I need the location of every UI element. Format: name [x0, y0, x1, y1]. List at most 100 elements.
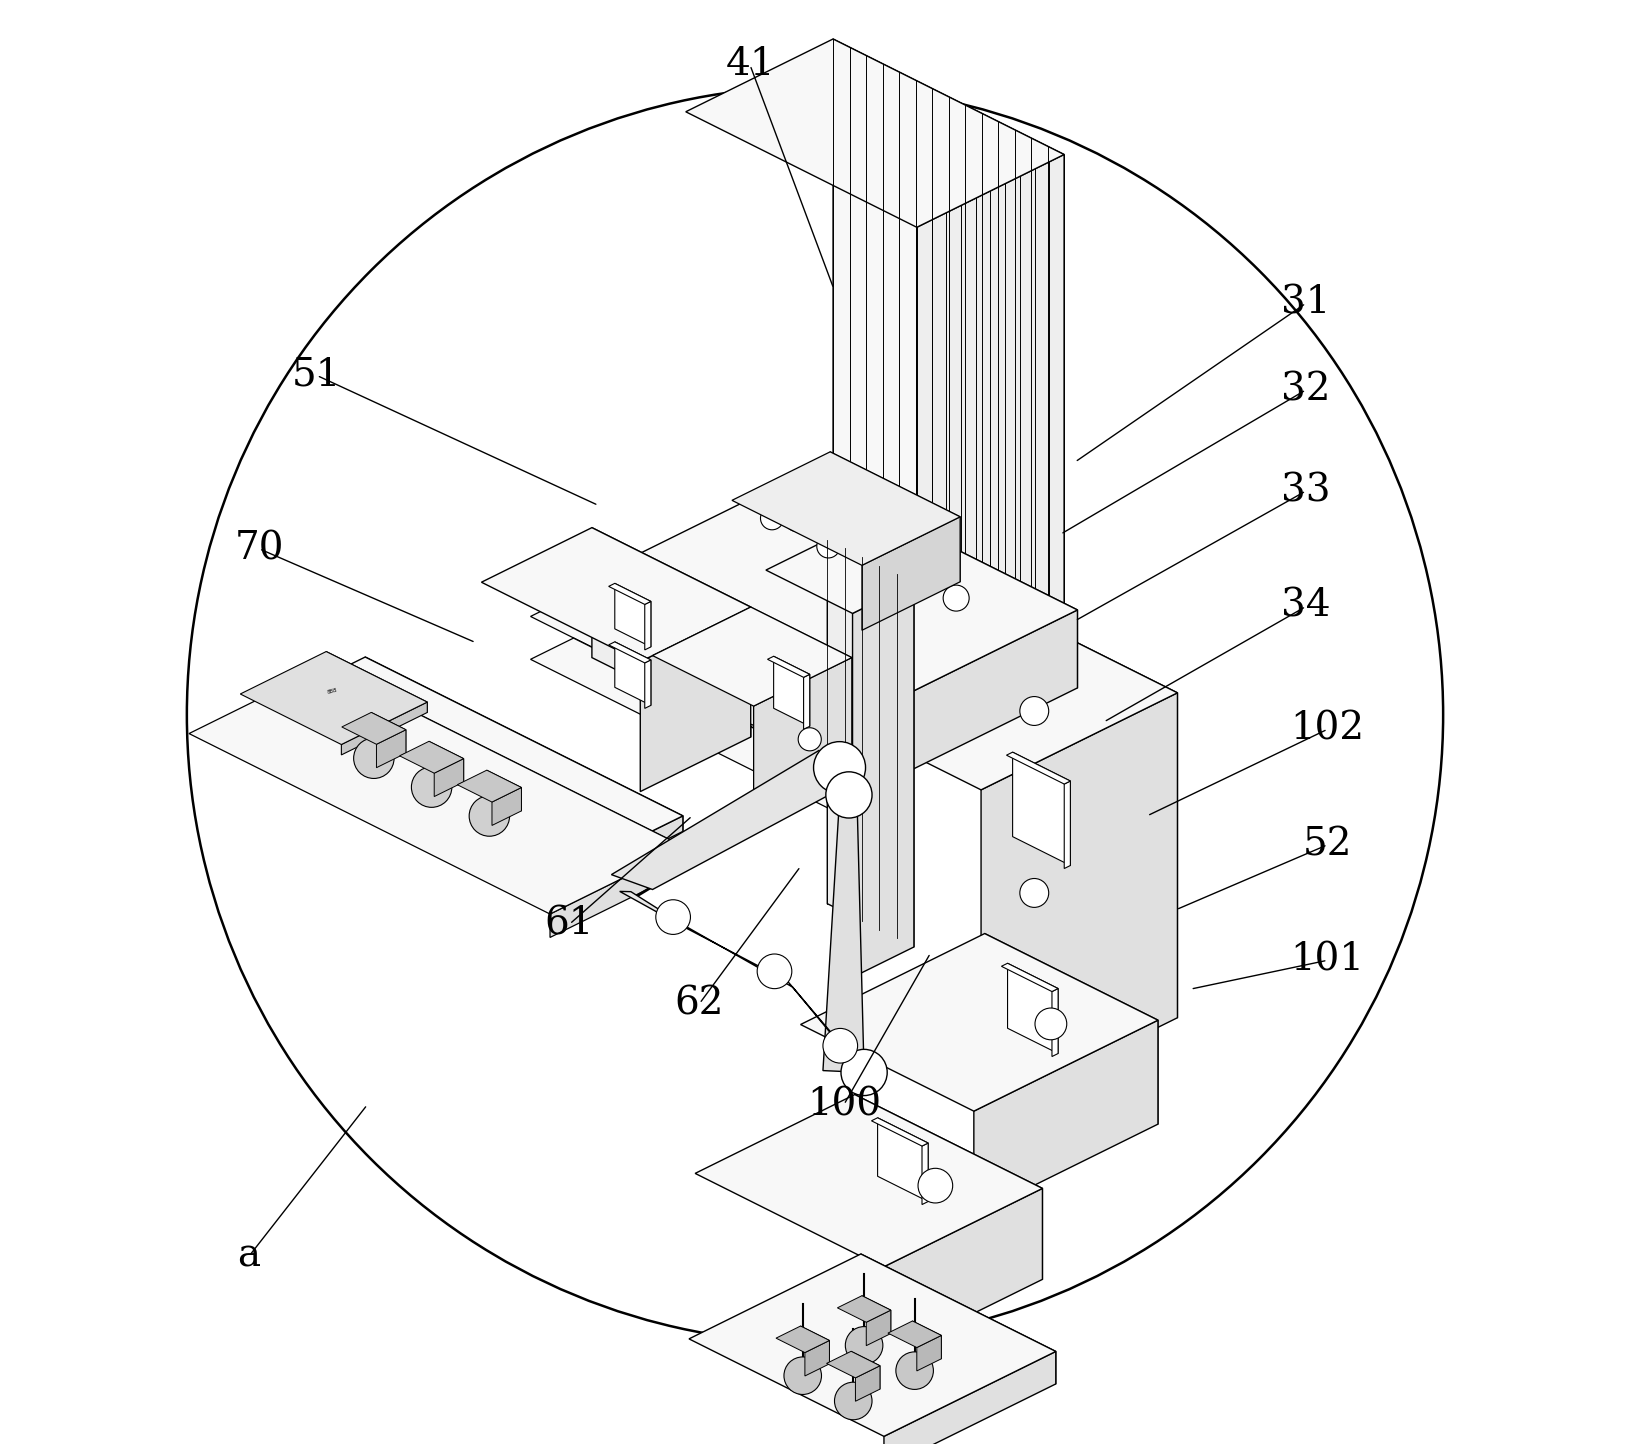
Text: 62: 62 [675, 985, 724, 1022]
Polygon shape [833, 39, 1064, 609]
Polygon shape [694, 1095, 1043, 1268]
Text: 101: 101 [1291, 941, 1364, 979]
Polygon shape [861, 1253, 1056, 1383]
Polygon shape [869, 609, 1077, 791]
Polygon shape [916, 155, 1064, 682]
Polygon shape [1006, 752, 1071, 784]
Polygon shape [856, 1366, 880, 1401]
Polygon shape [549, 848, 685, 937]
Text: 888: 888 [328, 687, 339, 695]
Polygon shape [341, 702, 427, 755]
Polygon shape [458, 770, 522, 801]
Polygon shape [826, 1352, 880, 1378]
Circle shape [761, 507, 784, 530]
Text: 70: 70 [235, 530, 284, 567]
Text: 41: 41 [725, 46, 774, 84]
Circle shape [835, 1382, 872, 1419]
Polygon shape [592, 527, 751, 736]
Polygon shape [989, 599, 1177, 1018]
Polygon shape [766, 540, 914, 614]
Polygon shape [189, 667, 685, 914]
Polygon shape [804, 674, 810, 729]
Text: 52: 52 [1302, 826, 1353, 864]
Polygon shape [641, 606, 751, 791]
Polygon shape [804, 472, 1077, 687]
Polygon shape [848, 797, 892, 833]
Polygon shape [732, 452, 960, 565]
Text: 31: 31 [1281, 284, 1330, 322]
Circle shape [1035, 1008, 1066, 1040]
Circle shape [784, 505, 810, 531]
Polygon shape [619, 891, 866, 1073]
Polygon shape [1064, 781, 1071, 868]
Polygon shape [838, 1295, 892, 1323]
Circle shape [1020, 878, 1048, 907]
Polygon shape [862, 1295, 892, 1334]
Circle shape [944, 585, 970, 611]
Polygon shape [848, 754, 892, 794]
Polygon shape [652, 606, 852, 706]
Polygon shape [862, 517, 960, 630]
Polygon shape [774, 656, 810, 726]
Polygon shape [1007, 963, 1058, 1054]
Polygon shape [487, 770, 522, 812]
Polygon shape [377, 729, 406, 768]
Text: 51: 51 [292, 357, 342, 394]
Polygon shape [751, 606, 852, 774]
Text: 32: 32 [1281, 371, 1330, 409]
Polygon shape [481, 527, 751, 661]
Polygon shape [794, 599, 1177, 790]
Circle shape [799, 728, 822, 751]
Polygon shape [574, 595, 892, 774]
Polygon shape [852, 583, 914, 978]
Text: 61: 61 [544, 905, 595, 943]
Text: 33: 33 [1281, 472, 1330, 510]
Polygon shape [916, 1336, 942, 1370]
Polygon shape [243, 657, 683, 877]
Polygon shape [324, 667, 685, 871]
Polygon shape [888, 1321, 942, 1347]
Polygon shape [872, 1118, 927, 1147]
Text: a: a [238, 1238, 261, 1275]
Polygon shape [240, 651, 427, 745]
Polygon shape [981, 693, 1177, 1115]
Circle shape [817, 534, 839, 557]
Text: 100: 100 [807, 1086, 880, 1123]
Polygon shape [1012, 752, 1071, 865]
Polygon shape [686, 39, 1064, 227]
Polygon shape [615, 641, 650, 705]
Polygon shape [866, 1310, 892, 1346]
Polygon shape [689, 1253, 1056, 1437]
Polygon shape [877, 1118, 927, 1201]
Circle shape [784, 1357, 822, 1395]
Polygon shape [611, 751, 861, 890]
Polygon shape [530, 556, 892, 736]
Polygon shape [530, 595, 892, 775]
Circle shape [411, 767, 452, 807]
Polygon shape [823, 781, 864, 1073]
Polygon shape [595, 472, 1077, 713]
Polygon shape [913, 1321, 942, 1359]
Polygon shape [326, 651, 427, 712]
Polygon shape [492, 787, 522, 826]
Polygon shape [973, 1019, 1157, 1216]
Polygon shape [768, 656, 810, 677]
Polygon shape [342, 712, 406, 744]
Polygon shape [883, 1352, 1056, 1444]
Polygon shape [608, 641, 650, 663]
Circle shape [897, 1352, 934, 1389]
Polygon shape [883, 1188, 1043, 1359]
Text: 102: 102 [1291, 710, 1364, 748]
Circle shape [846, 1327, 883, 1365]
Polygon shape [561, 816, 683, 892]
Polygon shape [753, 657, 852, 823]
Text: 34: 34 [1281, 588, 1330, 625]
Polygon shape [574, 556, 892, 735]
Circle shape [1020, 696, 1048, 725]
Polygon shape [429, 741, 463, 783]
Polygon shape [1001, 963, 1058, 992]
Polygon shape [365, 657, 683, 832]
Polygon shape [434, 758, 463, 797]
Polygon shape [1051, 989, 1058, 1057]
Polygon shape [645, 601, 650, 650]
